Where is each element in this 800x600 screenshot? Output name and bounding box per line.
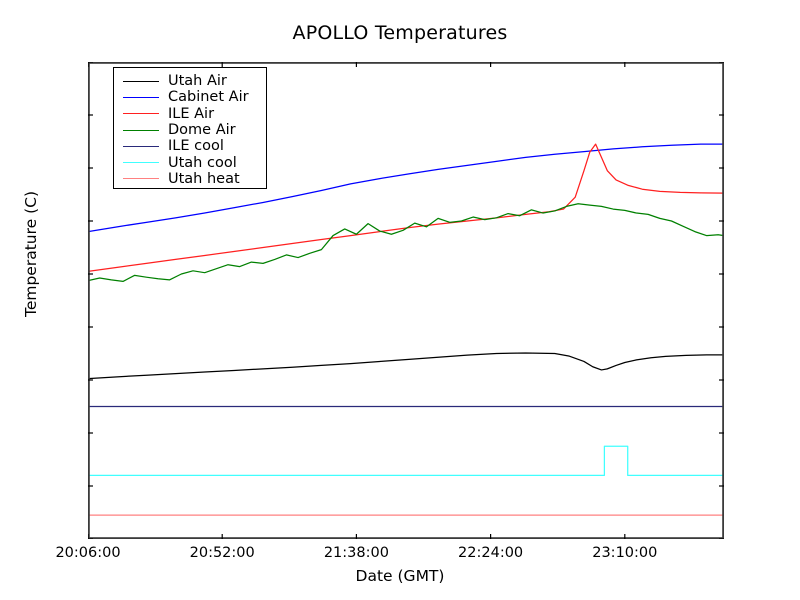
legend-item-ile-cool: ILE cool [114,138,266,154]
tick-marks [88,62,724,539]
legend-label: Utah Air [168,73,227,90]
legend-item-dome-air: Dome Air [114,122,266,138]
x-tick-label: 21:38:00 [323,545,389,561]
legend-swatch [123,178,159,180]
series-line-utah-air [88,352,724,380]
axis-frame [88,62,724,539]
legend-label: Cabinet Air [168,89,249,106]
legend-swatch [123,162,159,164]
chart-legend: Utah Air Cabinet Air ILE Air Dome Air ILE co… [113,67,267,189]
x-axis-label: Date (GMT) [355,567,445,585]
legend-label: Utah cool [168,154,237,171]
legend-swatch [123,129,159,131]
legend-item-cabinet-air: Cabinet Air [114,89,266,105]
legend-label: ILE Air [168,105,215,122]
legend-label: Dome Air [168,122,236,139]
legend-label: Utah heat [168,170,240,187]
series-line-dome-air [88,203,724,283]
legend-swatch [123,80,159,82]
legend-swatch [123,96,159,98]
x-tick-label: 22:24:00 [458,545,524,561]
series-line-ile-air [88,143,724,272]
x-tick-label: 20:52:00 [189,545,255,561]
series-line-utah-cool [88,445,724,477]
x-tick-label: 20:06:00 [55,545,121,561]
series-line-cabinet-air [88,143,724,233]
y-axis-label: Temperature (C) [22,190,40,318]
x-tick-label: 23:10:00 [592,545,658,561]
legend-swatch [123,113,159,115]
legend-item-utah-air: Utah Air [114,73,266,89]
legend-swatch [123,145,159,147]
plot-area [88,62,724,539]
chart-title: APOLLO Temperatures [292,22,508,44]
legend-item-utah-heat: Utah heat [114,171,266,187]
legend-item-ile-air: ILE Air [114,106,266,122]
legend-item-utah-cool: Utah cool [114,154,266,171]
legend-label: ILE cool [168,138,224,155]
plot-lines [88,62,724,539]
